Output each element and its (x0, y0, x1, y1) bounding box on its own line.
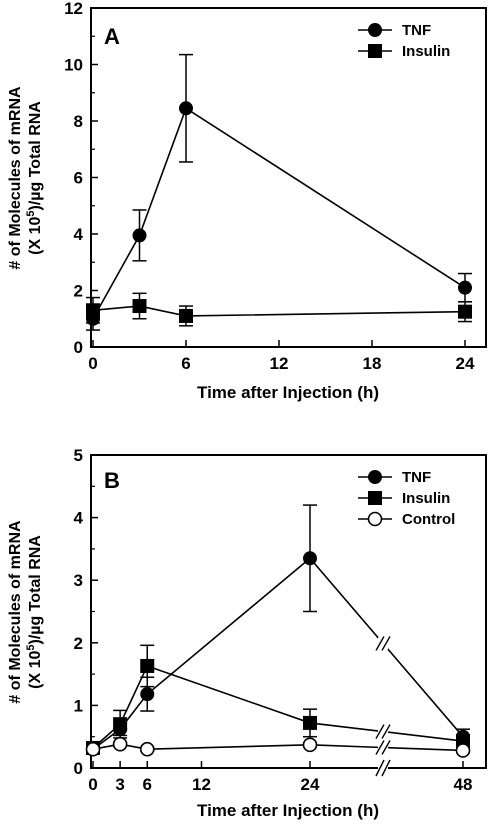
b-series-control-point (85, 741, 101, 757)
b-x-tick-label: 48 (454, 775, 473, 794)
b-y-tick-label: 5 (74, 446, 83, 465)
panel-a-y-axis-label-line1: # of Molecules of mRNA (7, 86, 24, 270)
b-break-slash (375, 636, 385, 651)
b-series-control-point (455, 743, 471, 758)
a-y-tick-label: 12 (64, 0, 83, 18)
a-series-insulin-point (86, 303, 100, 318)
a-x-tick-label: 18 (363, 354, 382, 373)
panel-b-y-axis-label-line2: (X 105)/µg Total RNA (25, 535, 44, 689)
b-series-insulin-point (140, 658, 155, 673)
b-legend-insulin-label: Insulin (402, 490, 450, 507)
b-legend-control-label: Control (402, 511, 455, 528)
b-break-slash (375, 759, 385, 777)
b-y-tick-label: 2 (74, 634, 83, 653)
b-x-tick-label: 3 (115, 775, 124, 794)
b-break-slash (381, 636, 391, 651)
b-break-slash (375, 724, 385, 739)
a-y-tick-label: 0 (74, 338, 83, 357)
a-y-tick-label: 2 (74, 282, 83, 301)
panel-a-legend: TNF Insulin (358, 22, 450, 60)
a-series-insulin-point (179, 308, 193, 323)
b-x-tick-label: 24 (301, 775, 320, 794)
b-series-tnf-point (140, 687, 155, 702)
b-break-slash (381, 759, 391, 777)
a-series-insulin-point (458, 304, 472, 319)
b-y-tick-label: 1 (74, 696, 83, 715)
a-x-tick-label: 6 (181, 354, 190, 373)
panel-b-axis-break-marks (375, 636, 391, 777)
a-x-tick-label: 24 (456, 354, 475, 373)
panel-b-label: B (104, 468, 120, 493)
panel-b-y-axis-label: # of Molecules of mRNA (X 105)/µg Total … (7, 520, 44, 704)
panel-a-y-axis-label: # of Molecules of mRNA (X 105)/µg Total … (7, 86, 44, 270)
b-series-control-point (302, 737, 318, 753)
panel-b-y-axis-label-line1: # of Molecules of mRNA (7, 520, 24, 704)
a-series-tnf-point (179, 101, 193, 116)
a-y-tick-label: 6 (74, 169, 83, 188)
panel-b-x-ticks: 0 3 6 12 24 48 (88, 761, 472, 794)
a-y-tick-label: 4 (74, 225, 84, 244)
b-legend-tnf-label: TNF (402, 469, 431, 486)
a-series-insulin-line (92, 305, 466, 317)
b-series-insulin-point (113, 717, 128, 732)
b-series-control-point (139, 741, 155, 757)
b-break-slash (375, 740, 385, 755)
b-y-tick-label: 4 (74, 509, 84, 528)
a-legend-insulin-label: Insulin (402, 43, 450, 60)
panel-a-y-axis-label-line2: (X 105)/µg Total RNA (25, 101, 44, 255)
b-break-gap (378, 725, 388, 738)
b-x-tick-label: 6 (143, 775, 152, 794)
b-series-tnf-line (92, 557, 464, 750)
a-series-insulin-point (132, 299, 147, 314)
b-break-gap (378, 741, 388, 754)
b-x-tick-label: 0 (88, 775, 97, 794)
b-break-gap (378, 760, 388, 776)
panel-a-series (86, 53, 472, 331)
panel-a-y-ticks: 0 2 4 6 8 10 12 (64, 0, 98, 357)
panel-a-x-axis-label: Time after Injection (h) (197, 383, 379, 402)
a-series-tnf-point (458, 280, 472, 295)
b-y-tick-label: 3 (74, 571, 83, 590)
a-y-tick-label: 8 (74, 112, 83, 131)
b-legend-insulin-marker (368, 491, 382, 505)
b-break-slash (381, 724, 391, 739)
panel-a-x-ticks: 0 6 12 18 24 (88, 340, 475, 373)
panel-b-x-axis-label: Time after Injection (h) (197, 801, 379, 820)
b-y-tick-label: 0 (74, 759, 83, 778)
b-series-tnf-point (303, 551, 317, 566)
b-break-slash (381, 740, 391, 755)
b-series-insulin-point (303, 715, 317, 730)
b-legend-control-marker (367, 511, 383, 527)
b-legend-tnf-marker (368, 470, 382, 484)
b-series-insulin-line (92, 664, 464, 749)
a-legend-tnf-marker (368, 23, 382, 37)
b-break-gap (378, 637, 388, 650)
panel-a-label: A (104, 24, 120, 49)
a-legend-insulin-marker (368, 44, 382, 58)
panel-b-series (85, 504, 471, 758)
a-series-tnf-line (92, 107, 466, 320)
a-series-tnf-point (132, 228, 147, 243)
a-y-tick-label: 10 (64, 56, 83, 75)
a-x-tick-label: 12 (270, 354, 289, 373)
panel-b-legend: TNF Insulin Control (358, 469, 455, 528)
b-x-tick-label: 12 (192, 775, 211, 794)
panel-b-y-ticks: 0 1 2 3 4 5 (74, 446, 98, 778)
b-series-control-point (112, 736, 128, 752)
a-legend-tnf-label: TNF (402, 22, 431, 39)
a-x-tick-label: 0 (88, 354, 97, 373)
